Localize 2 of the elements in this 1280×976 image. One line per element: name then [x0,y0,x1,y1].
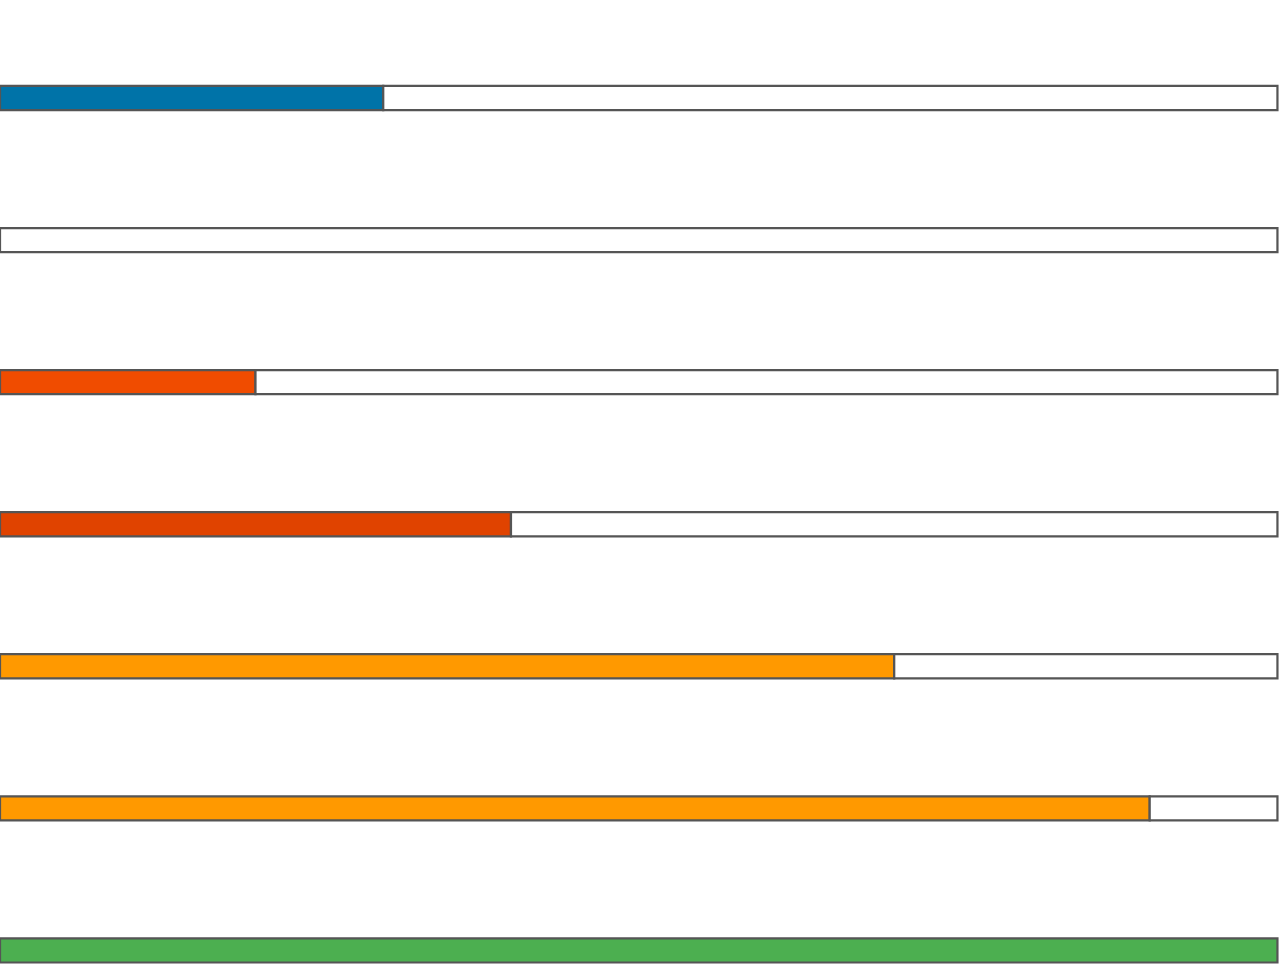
bar [0,226,1279,254]
bar [0,937,1279,964]
